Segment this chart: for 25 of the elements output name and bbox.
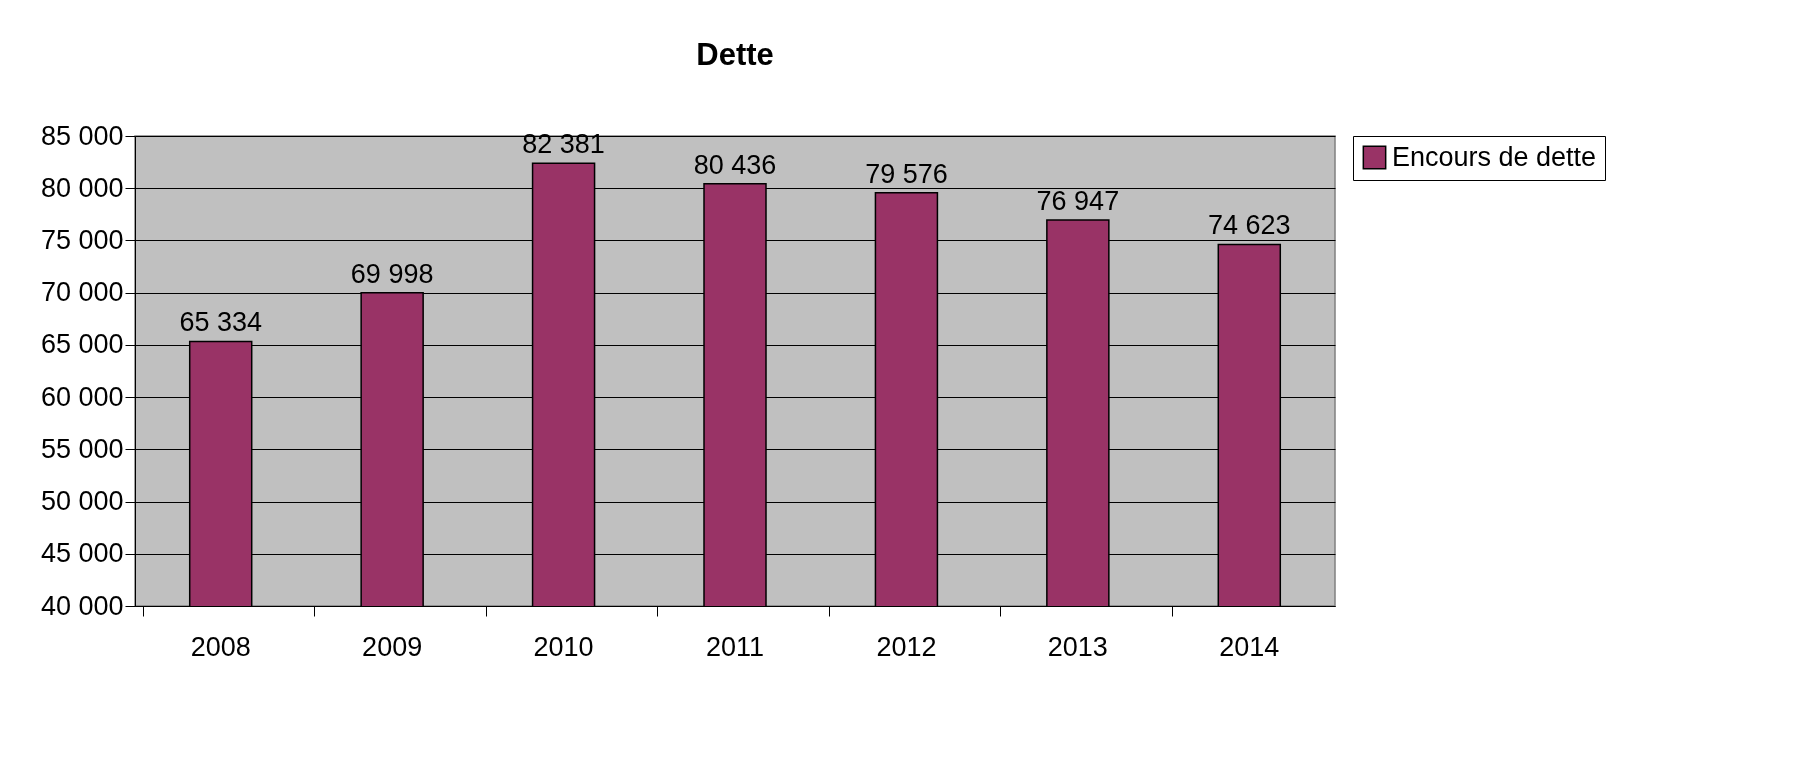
x-tick-label: 2012: [876, 631, 937, 662]
x-tick-label: 2009: [362, 631, 423, 662]
x-tick-label: 2008: [190, 631, 251, 662]
x-tick-label: 2010: [533, 631, 594, 662]
text: 65 334: [179, 307, 263, 338]
text: 69 998: [350, 258, 434, 289]
y-tick-label: 45 000: [40, 538, 124, 569]
x-tick-label: 2014: [1219, 631, 1280, 662]
y-tick-label: 70 000: [40, 277, 124, 308]
y-tick-label: 40 000: [40, 590, 124, 621]
y-tick-label: 80 000: [40, 172, 124, 203]
text: 74 623: [1207, 210, 1291, 241]
x-tick-label: 2013: [1047, 631, 1108, 662]
y-tick-label: 85 000: [40, 120, 124, 151]
y-tick-label: 75 000: [40, 224, 124, 255]
text: 80 436: [693, 149, 777, 180]
y-tick-label: 55 000: [40, 433, 124, 464]
legend-label: Encours de dette: [1392, 141, 1597, 172]
y-tick-label: 60 000: [40, 381, 124, 412]
chart-title: Dette: [696, 37, 774, 72]
x-tick-label: 2011: [705, 631, 765, 662]
y-tick-label: 65 000: [40, 329, 124, 360]
y-tick-label: 50 000: [40, 486, 124, 517]
text: 79 576: [865, 158, 948, 189]
text: 76 947: [1036, 186, 1120, 217]
